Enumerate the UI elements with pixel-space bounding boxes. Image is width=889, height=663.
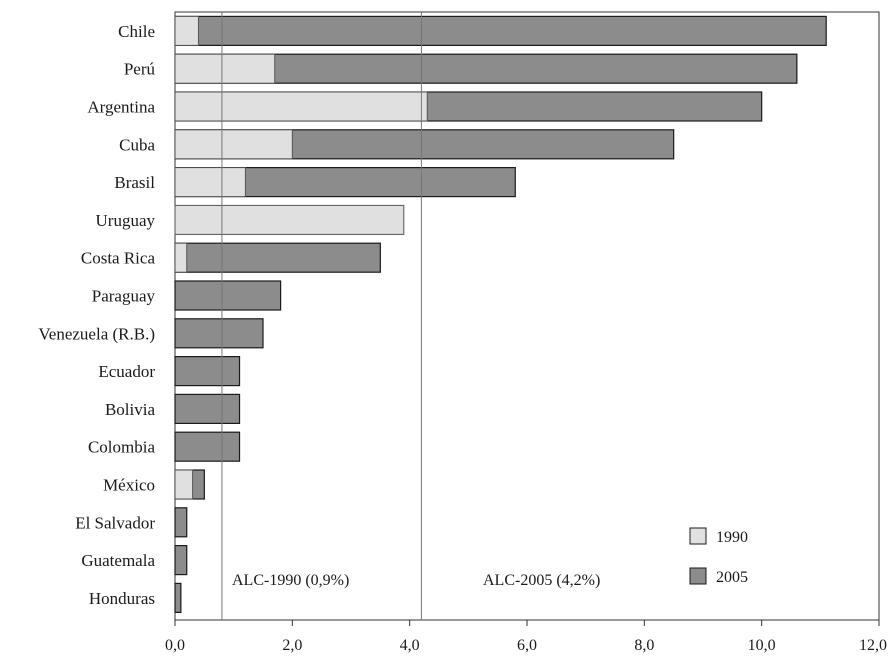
category-label-honduras: Honduras xyxy=(89,589,155,608)
reference-label-1990: ALC-1990 (0,9%) xyxy=(232,572,349,589)
bar-2005-venezuela-r-b xyxy=(174,318,264,349)
category-label-costa-rica: Costa Rica xyxy=(81,249,156,268)
reference-annotations: ALC-1990 (0,9%) ALC-2005 (4,2%) xyxy=(232,572,600,589)
category-label-chile: Chile xyxy=(118,22,155,41)
bar-1990-chile xyxy=(174,15,199,46)
bar-2005-paraguay xyxy=(174,280,282,311)
x-tick-label: 6,0 xyxy=(517,637,537,654)
legend-swatch-2005 xyxy=(689,567,707,585)
x-tick-label: 2,0 xyxy=(282,637,302,654)
bar-1990-uruguay xyxy=(174,204,405,235)
category-label-bolivia: Bolivia xyxy=(105,400,156,419)
legend-swatch-1990 xyxy=(689,527,707,545)
category-label-el-salvador: El Salvador xyxy=(75,513,155,532)
category-label-guatemala: Guatemala xyxy=(81,551,155,570)
category-label-cuba: Cuba xyxy=(119,135,155,154)
category-label-mexico: México xyxy=(103,476,155,495)
category-label-brasil: Brasil xyxy=(114,173,155,192)
bar-2005-guatemala xyxy=(174,544,188,576)
category-label-uruguay: Uruguay xyxy=(96,211,156,230)
category-label-argentina: Argentina xyxy=(87,98,155,117)
x-tick-label: 10,0 xyxy=(748,637,776,654)
bars-group xyxy=(174,15,827,614)
category-labels: Chile Perú Argentina Cuba Brasil Uruguay Costa… xyxy=(38,22,155,608)
bar-2005-bolivia xyxy=(174,393,241,424)
legend-label-2005: 2005 xyxy=(716,569,748,586)
bar-1990-argentina xyxy=(174,91,428,122)
bar-2005-peru xyxy=(174,53,798,84)
x-tick-label: 0,0 xyxy=(165,637,185,654)
bar-1990-peru xyxy=(174,53,276,84)
x-tick-label: 4,0 xyxy=(400,637,420,654)
legend: 1990 2005 xyxy=(689,527,748,586)
bar-2005-costa-rica xyxy=(174,242,381,273)
legend-label-1990: 1990 xyxy=(716,529,748,546)
bar-1990-costa-rica xyxy=(174,242,188,273)
category-label-venezuela-r-b: Venezuela (R.B.) xyxy=(38,324,155,343)
x-tick-label: 8,0 xyxy=(634,637,654,654)
reference-label-2005: ALC-2005 (4,2%) xyxy=(483,572,600,589)
bar-2005-chile xyxy=(174,15,827,46)
bar-2005-honduras xyxy=(174,582,182,614)
bar-2005-colombia xyxy=(174,431,241,462)
category-label-peru: Perú xyxy=(124,60,156,79)
category-label-colombia: Colombia xyxy=(88,438,156,457)
bar-2005-ecuador xyxy=(174,356,241,387)
x-ticks: 0,0 2,0 4,0 6,0 8,0 10,0 12,0 xyxy=(165,620,887,654)
category-label-ecuador: Ecuador xyxy=(98,362,155,381)
bar-2005-el-salvador xyxy=(174,507,188,538)
reference-lines xyxy=(221,12,422,620)
bar-1990-brasil xyxy=(174,167,246,198)
bar-1990-mexico xyxy=(174,469,194,500)
category-label-paraguay: Paraguay xyxy=(92,287,156,306)
x-tick-label: 12,0 xyxy=(859,637,887,654)
bar-1990-cuba xyxy=(174,129,293,160)
